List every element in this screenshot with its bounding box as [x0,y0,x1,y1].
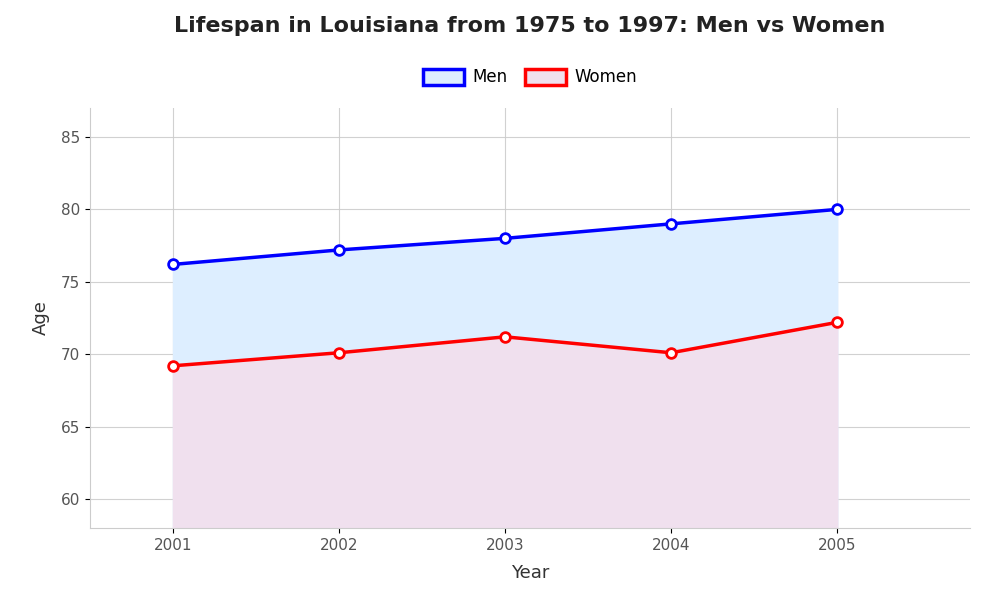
Legend: Men, Women: Men, Women [416,62,644,93]
X-axis label: Year: Year [511,564,549,582]
Title: Lifespan in Louisiana from 1975 to 1997: Men vs Women: Lifespan in Louisiana from 1975 to 1997:… [174,16,886,35]
Y-axis label: Age: Age [32,301,50,335]
